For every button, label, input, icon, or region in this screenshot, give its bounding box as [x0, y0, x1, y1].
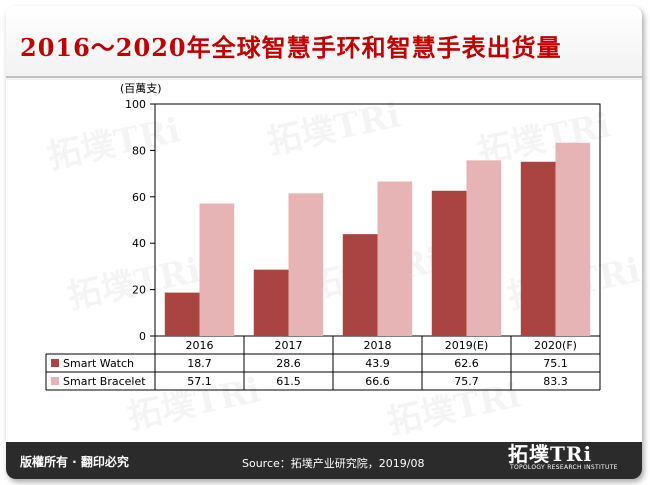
bar-smart-watch	[342, 234, 378, 336]
bar-smart-bracelet	[466, 160, 502, 336]
data-value-label: 62.6	[454, 357, 479, 370]
legend-label: Smart Watch	[63, 357, 134, 370]
x-category-label: 2020(F)	[534, 339, 577, 352]
title-divider	[6, 76, 642, 78]
bar-smart-bracelet	[288, 193, 324, 336]
tri-logo: 拓墣TRi TOPOLOGY RESEARCH INSTITUTE	[508, 438, 636, 476]
source-note: Source：拓墣产业研究院，2019/08	[242, 457, 425, 470]
page-title: 2016～2020年全球智慧手环和智慧手表出货量	[20, 33, 562, 62]
y-tick-label: 0	[139, 330, 146, 343]
bar-chart: (百萬支) 0 20 40 60 80 100 2016 2017 2018 2019(E) 2020…	[45, 82, 601, 391]
x-category-label: 2018	[364, 339, 392, 352]
bar-smart-watch	[520, 161, 556, 336]
data-value-label: 28.6	[276, 357, 301, 370]
slide-frame: 2016～2020年全球智慧手环和智慧手表出货量 拓墣TRi 拓墣TRi 拓墣T…	[6, 6, 642, 479]
legend-label: Smart Bracelet	[63, 375, 146, 388]
x-category-label: 2019(E)	[445, 339, 489, 352]
data-value-label: 75.7	[454, 375, 479, 388]
data-value-label: 18.7	[187, 357, 212, 370]
header-band	[6, 6, 642, 80]
bar-smart-bracelet	[555, 142, 591, 336]
data-value-label: 75.1	[543, 357, 568, 370]
x-category-label: 2017	[275, 339, 303, 352]
bar-smart-bracelet	[377, 181, 413, 336]
data-value-label: 61.5	[276, 375, 301, 388]
logo-text: 拓墣TRi	[508, 442, 593, 466]
copyright-notice: 版權所有 · 翻印必究	[20, 455, 129, 469]
x-category-label: 2016	[186, 339, 214, 352]
data-value-label: 66.6	[365, 375, 390, 388]
logo-subtitle: TOPOLOGY RESEARCH INSTITUTE	[510, 464, 618, 471]
y-tick-label: 100	[125, 98, 146, 111]
y-tick-label: 20	[132, 284, 146, 297]
bar-smart-watch	[164, 292, 200, 336]
footer-bar: 版權所有 · 翻印必究 Source：拓墣产业研究院，2019/08	[6, 442, 642, 479]
bar-smart-watch	[431, 190, 467, 336]
data-value-label: 83.3	[543, 375, 568, 388]
data-value-label: 43.9	[365, 357, 390, 370]
data-value-label: 57.1	[187, 375, 212, 388]
y-tick-label: 80	[132, 144, 146, 157]
legend-swatch	[51, 359, 59, 367]
bar-smart-watch	[253, 269, 289, 336]
legend-swatch	[51, 377, 59, 385]
y-axis-unit-label: (百萬支)	[120, 82, 162, 95]
y-tick-label: 40	[132, 237, 146, 250]
bar-smart-bracelet	[199, 203, 235, 336]
y-tick-label: 60	[132, 191, 146, 204]
